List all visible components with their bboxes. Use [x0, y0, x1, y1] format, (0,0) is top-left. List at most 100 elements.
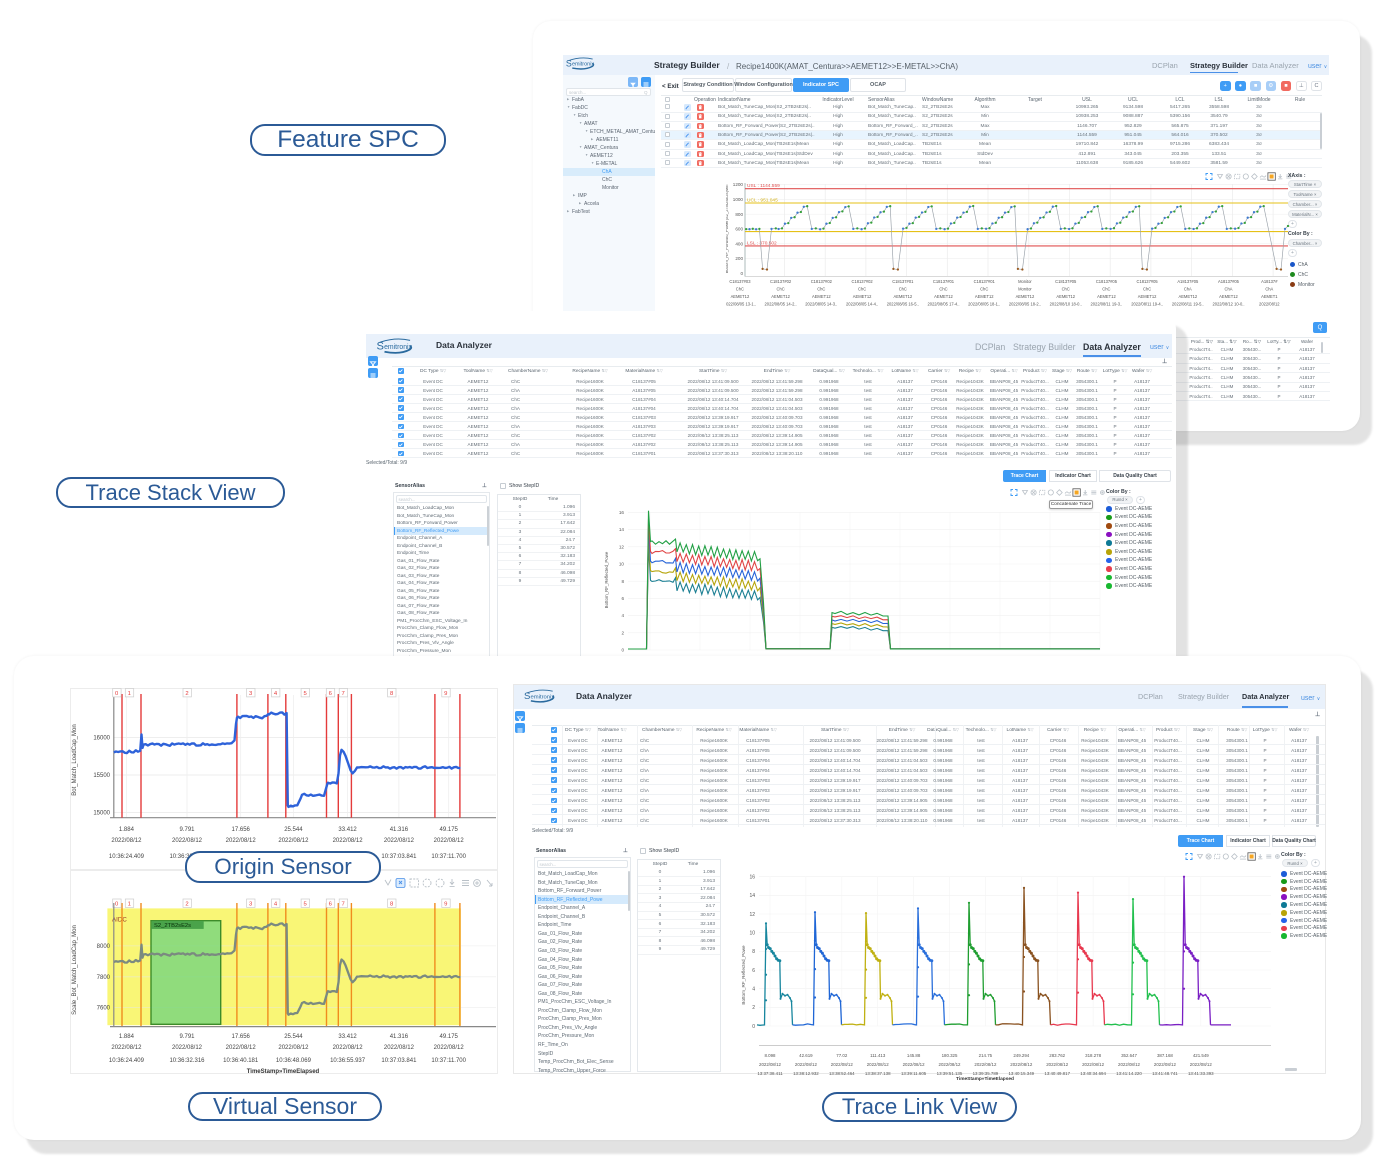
svg-text:13:39:11.605: 13:39:11.605 — [901, 1071, 927, 1076]
svg-text:200: 200 — [735, 256, 743, 261]
svg-text:13:39:35.789: 13:39:35.789 — [973, 1071, 999, 1076]
svg-text:ChC: ChC — [776, 287, 784, 292]
svg-text:2022/08/05 13-1..: 2022/08/05 13-1.. — [726, 302, 756, 307]
svg-text:0: 0 — [115, 691, 119, 697]
svg-text:318.278: 318.278 — [1085, 1053, 1101, 1058]
svg-text:2022/08/12: 2022/08/12 — [434, 838, 465, 844]
svg-text:1200: 1200 — [733, 182, 744, 187]
svg-text:13:41:48.741: 13:41:48.741 — [1152, 1071, 1178, 1076]
svg-text:2022/08/12: 2022/08/12 — [1190, 1062, 1213, 1067]
svg-text:emitronix: emitronix — [384, 344, 412, 351]
svg-text:1000: 1000 — [733, 197, 744, 202]
svg-text:2022/08/11 19-5..: 2022/08/11 19-5.. — [1172, 302, 1204, 307]
svg-text:10:36:32.316: 10:36:32.316 — [169, 1058, 205, 1064]
svg-text:S: S — [377, 341, 384, 353]
svg-text:AEMET12: AEMET12 — [1056, 294, 1075, 299]
svg-text:2: 2 — [185, 691, 188, 697]
svg-text:C18137#05: C18137#05 — [1055, 279, 1077, 284]
svg-text:4: 4 — [621, 613, 624, 618]
svg-text:2022/08/12: 2022/08/12 — [384, 838, 415, 844]
svg-text:2022/08/11 19-4..: 2022/08/11 19-4.. — [1131, 302, 1163, 307]
svg-text:2022/08/12: 2022/08/12 — [434, 1045, 465, 1051]
svg-text:S: S — [524, 691, 530, 702]
svg-text:49.175: 49.175 — [440, 827, 459, 833]
svg-text:2022/08/12: 2022/08/12 — [831, 1062, 854, 1067]
svg-text:AIDC: AIDC — [112, 917, 127, 924]
svg-text:41.316: 41.316 — [390, 827, 409, 833]
svg-text:1.884: 1.884 — [119, 1034, 135, 1040]
svg-text:9.791: 9.791 — [179, 827, 195, 833]
svg-text:25.544: 25.544 — [284, 827, 303, 833]
svg-text:C18137#01: C18137#01 — [933, 279, 955, 284]
svg-text:C18137#05: C18137#05 — [1137, 279, 1159, 284]
svg-text:2022/08/05 18-1..: 2022/08/05 18-1.. — [968, 302, 1000, 307]
svg-text:AEMET12: AEMET12 — [934, 294, 953, 299]
svg-text:AEMET12: AEMET12 — [1219, 294, 1238, 299]
svg-text:145.88: 145.88 — [907, 1053, 921, 1058]
svg-text:ChC: ChC — [1102, 287, 1110, 292]
svg-text:8: 8 — [621, 579, 624, 584]
svg-text:2022/08/12 10-0..: 2022/08/12 10-0.. — [1212, 302, 1244, 307]
svg-text:ChA: ChA — [1184, 287, 1192, 292]
svg-text:2022/08/05 17-4..: 2022/08/05 17-4.. — [927, 302, 959, 307]
svg-text:Bottom_RF_Reflected_Powe: Bottom_RF_Reflected_Powe — [741, 945, 746, 1005]
svg-text:41.316: 41.316 — [390, 1034, 409, 1040]
svg-text:10:36:48.069: 10:36:48.069 — [276, 1058, 312, 1064]
svg-text:2022/08/12: 2022/08/12 — [1082, 1062, 1105, 1067]
svg-text:2022/08/12: 2022/08/12 — [226, 1045, 257, 1051]
svg-text:ChC: ChC — [1143, 287, 1151, 292]
svg-text:3: 3 — [249, 691, 253, 697]
svg-text:14: 14 — [749, 893, 755, 899]
svg-text:2022/08/12: 2022/08/12 — [172, 838, 203, 844]
svg-text:2022/08/12: 2022/08/12 — [111, 1045, 142, 1051]
svg-text:14: 14 — [619, 527, 625, 532]
svg-text:13:40:15.349: 13:40:15.349 — [1008, 1071, 1034, 1076]
svg-text:249.294: 249.294 — [1013, 1053, 1029, 1058]
svg-text:17.656: 17.656 — [232, 827, 251, 833]
svg-text:600: 600 — [735, 227, 743, 232]
svg-text:3: 3 — [249, 902, 253, 908]
svg-text:Bottom_RF_Reflected_Powe: Bottom_RF_Reflected_Powe — [604, 551, 609, 608]
svg-text:C18137#01: C18137#01 — [892, 279, 914, 284]
svg-text:TimeStamp»TimeElapsed: TimeStamp»TimeElapsed — [956, 1076, 1014, 1082]
svg-text:4: 4 — [274, 691, 278, 697]
svg-text:1.884: 1.884 — [119, 827, 135, 833]
svg-text:A18137#: A18137# — [1261, 279, 1278, 284]
svg-text:7600: 7600 — [97, 1006, 111, 1012]
svg-text:AEMET12: AEMET12 — [812, 294, 831, 299]
svg-text:2022/08/12: 2022/08/12 — [1259, 302, 1280, 307]
svg-text:AEMET12: AEMET12 — [731, 294, 750, 299]
svg-text:Monitor: Monitor — [1018, 287, 1032, 292]
svg-text:AEMET12: AEMET12 — [1138, 294, 1157, 299]
svg-text:33.412: 33.412 — [338, 1034, 357, 1040]
svg-text:2022/08/10 18-0..: 2022/08/10 18-0.. — [1050, 302, 1082, 307]
svg-text:9.791: 9.791 — [179, 1034, 195, 1040]
svg-text:800: 800 — [735, 212, 743, 217]
svg-text:AEMET12: AEMET12 — [771, 294, 790, 299]
svg-text:2022/08/05 14-2..: 2022/08/05 14-2.. — [765, 302, 797, 307]
svg-text:2022/08/12: 2022/08/12 — [974, 1062, 997, 1067]
svg-text:10:36:40.181: 10:36:40.181 — [223, 1058, 259, 1064]
svg-text:ChA: ChA — [1225, 287, 1233, 292]
svg-text:2022/08/12: 2022/08/12 — [795, 1062, 818, 1067]
svg-text:283.762: 283.762 — [1049, 1053, 1065, 1058]
svg-text:13:40:49.817: 13:40:49.817 — [1044, 1071, 1070, 1076]
svg-text:13:40:34.694: 13:40:34.694 — [1080, 1071, 1106, 1076]
svg-text:5: 5 — [303, 691, 307, 697]
svg-text:emitronix: emitronix — [572, 62, 594, 68]
svg-text:8: 8 — [752, 949, 755, 955]
svg-text:13:38:12.932: 13:38:12.932 — [793, 1071, 819, 1076]
svg-text:2022/08/12: 2022/08/12 — [384, 1045, 415, 1051]
svg-text:emitronix: emitronix — [531, 694, 555, 700]
svg-text:7: 7 — [342, 691, 345, 697]
svg-text:Monitor: Monitor — [1018, 279, 1032, 284]
svg-text:421.549: 421.549 — [1193, 1053, 1209, 1058]
svg-text:7800: 7800 — [97, 975, 111, 981]
svg-text:ChC: ChC — [1062, 287, 1070, 292]
svg-text:16000: 16000 — [93, 735, 110, 741]
svg-text:1: 1 — [128, 902, 131, 908]
svg-text:ChC: ChC — [817, 287, 825, 292]
svg-text:10:36:24.409: 10:36:24.409 — [109, 854, 145, 860]
svg-text:0: 0 — [752, 1024, 755, 1030]
svg-text:10:37:03.841: 10:37:03.841 — [381, 1058, 417, 1064]
